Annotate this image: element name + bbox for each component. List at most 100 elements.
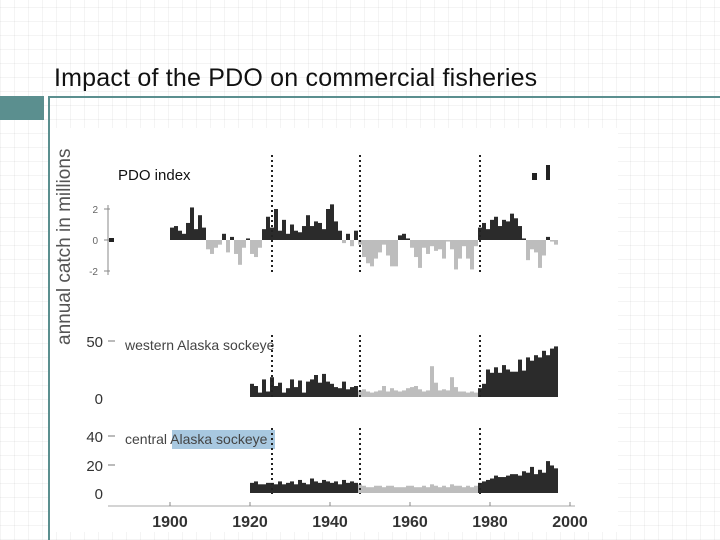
central-sockeye-bar — [378, 485, 382, 493]
pdo-panel-label: PDO index — [118, 167, 191, 184]
pdo-bar — [378, 240, 382, 253]
western-sockeye-bar — [298, 380, 302, 397]
central-sockeye-bar — [330, 482, 334, 493]
pdo-bar — [286, 233, 290, 240]
central-sockeye-bar — [438, 487, 442, 493]
central-sockeye-bar — [502, 477, 506, 493]
slide-title: Impact of the PDO on commercial fisherie… — [54, 64, 538, 92]
pdo-bar — [414, 240, 418, 258]
western-sockeye-bar — [362, 389, 366, 397]
western-sockeye-bar — [518, 359, 522, 397]
central-sockeye-bar — [254, 481, 258, 493]
central-sockeye-bar — [550, 465, 554, 493]
western-sockeye-bar — [274, 386, 278, 397]
western-sockeye-bar — [358, 390, 362, 397]
central-sockeye-bar — [458, 485, 462, 493]
pdo-bar — [526, 240, 530, 261]
pdo-bar — [546, 236, 550, 240]
pdo-bar — [342, 240, 346, 244]
western-sockeye-bar — [538, 357, 542, 397]
western-sockeye-bar — [434, 382, 438, 397]
western-sockeye-bar — [478, 388, 482, 397]
pdo-bar — [390, 240, 394, 267]
western-sockeye-bar — [454, 387, 458, 397]
central-sockeye-bar — [554, 468, 558, 493]
pdo-bar — [310, 226, 314, 240]
western-y-tick-label: 0 — [95, 391, 103, 408]
x-tick-label: 1900 — [152, 514, 188, 531]
central-sockeye-bar — [470, 487, 474, 493]
central-sockeye-bar — [474, 485, 478, 493]
central-sockeye-bar — [334, 481, 338, 493]
central-sockeye-bar — [354, 482, 358, 493]
chart-panel-bg — [50, 128, 618, 532]
central-sockeye-bar — [286, 482, 290, 493]
western-sockeye-bar — [338, 388, 342, 397]
western-sockeye-bar — [482, 383, 486, 397]
central-sockeye-bar — [526, 472, 530, 493]
western-sockeye-bar — [250, 383, 254, 397]
central-sockeye-bar — [282, 484, 286, 493]
pdo-bar — [170, 227, 174, 240]
central-sockeye-bar — [374, 485, 378, 493]
central-sockeye-bar — [454, 485, 458, 493]
central-sockeye-bar — [302, 482, 306, 493]
pdo-bar — [494, 216, 498, 240]
western-sockeye-bar — [494, 367, 498, 397]
pdo-bar — [338, 230, 342, 240]
pdo-bar — [302, 226, 306, 240]
pdo-bar — [374, 240, 378, 259]
pdo-y-tick-label: 2 — [92, 205, 98, 216]
western-sockeye-bar — [402, 390, 406, 397]
pdo-bar — [522, 238, 526, 240]
central-sockeye-bar — [290, 481, 294, 493]
pdo-bar — [178, 230, 182, 240]
pdo-bar — [466, 240, 470, 259]
central-sockeye-bar — [266, 482, 270, 493]
central-sockeye-bar — [478, 482, 482, 493]
pdo-bar — [246, 238, 250, 240]
pdo-bar — [386, 240, 390, 256]
western-sockeye-bar — [442, 389, 446, 397]
western-sockeye-bar — [438, 390, 442, 397]
pdo-bar — [482, 222, 486, 240]
central-y-tick-label: 20 — [86, 458, 103, 475]
western-sockeye-bar — [354, 386, 358, 397]
pdo-bar — [334, 221, 338, 240]
pdo-bar — [174, 226, 178, 240]
central-sockeye-bar — [262, 484, 266, 493]
western-sockeye-bar — [254, 386, 258, 397]
western-sockeye-bar — [314, 375, 318, 397]
left-accent-line — [48, 120, 50, 540]
central-sockeye-bar — [382, 487, 386, 493]
pdo-bar — [294, 230, 298, 240]
pdo-bar — [242, 240, 246, 248]
pdo-bar — [278, 230, 282, 240]
pdo-zero-marker — [109, 238, 114, 242]
central-sockeye-bar — [546, 461, 550, 493]
central-sockeye-bar — [418, 487, 422, 493]
pdo-bar — [426, 240, 430, 254]
central-sockeye-bar — [386, 485, 390, 493]
pdo-bar — [402, 233, 406, 240]
western-sockeye-bar — [266, 391, 270, 397]
central-sockeye-bar — [538, 469, 542, 493]
western-sockeye-bar — [550, 348, 554, 397]
pdo-bar — [406, 238, 410, 240]
western-sockeye-bar — [446, 390, 450, 397]
western-sockeye-bar — [262, 379, 266, 397]
western-sockeye-bar — [502, 365, 506, 397]
western-sockeye-bar — [286, 388, 290, 397]
pdo-bar — [410, 240, 414, 248]
pdo-bar — [506, 221, 510, 240]
western-sockeye-bar — [334, 387, 338, 397]
western-sockeye-bar — [554, 346, 558, 397]
pdo-bar — [194, 229, 198, 240]
pdo-bar — [538, 240, 542, 268]
pdo-bar — [458, 240, 462, 259]
western-sockeye-bar — [458, 391, 462, 397]
pdo-corner-mark — [532, 173, 537, 180]
pdo-y-tick-label: 0 — [92, 236, 98, 247]
central-sockeye-bar — [350, 481, 354, 493]
western-sockeye-bar — [522, 370, 526, 397]
